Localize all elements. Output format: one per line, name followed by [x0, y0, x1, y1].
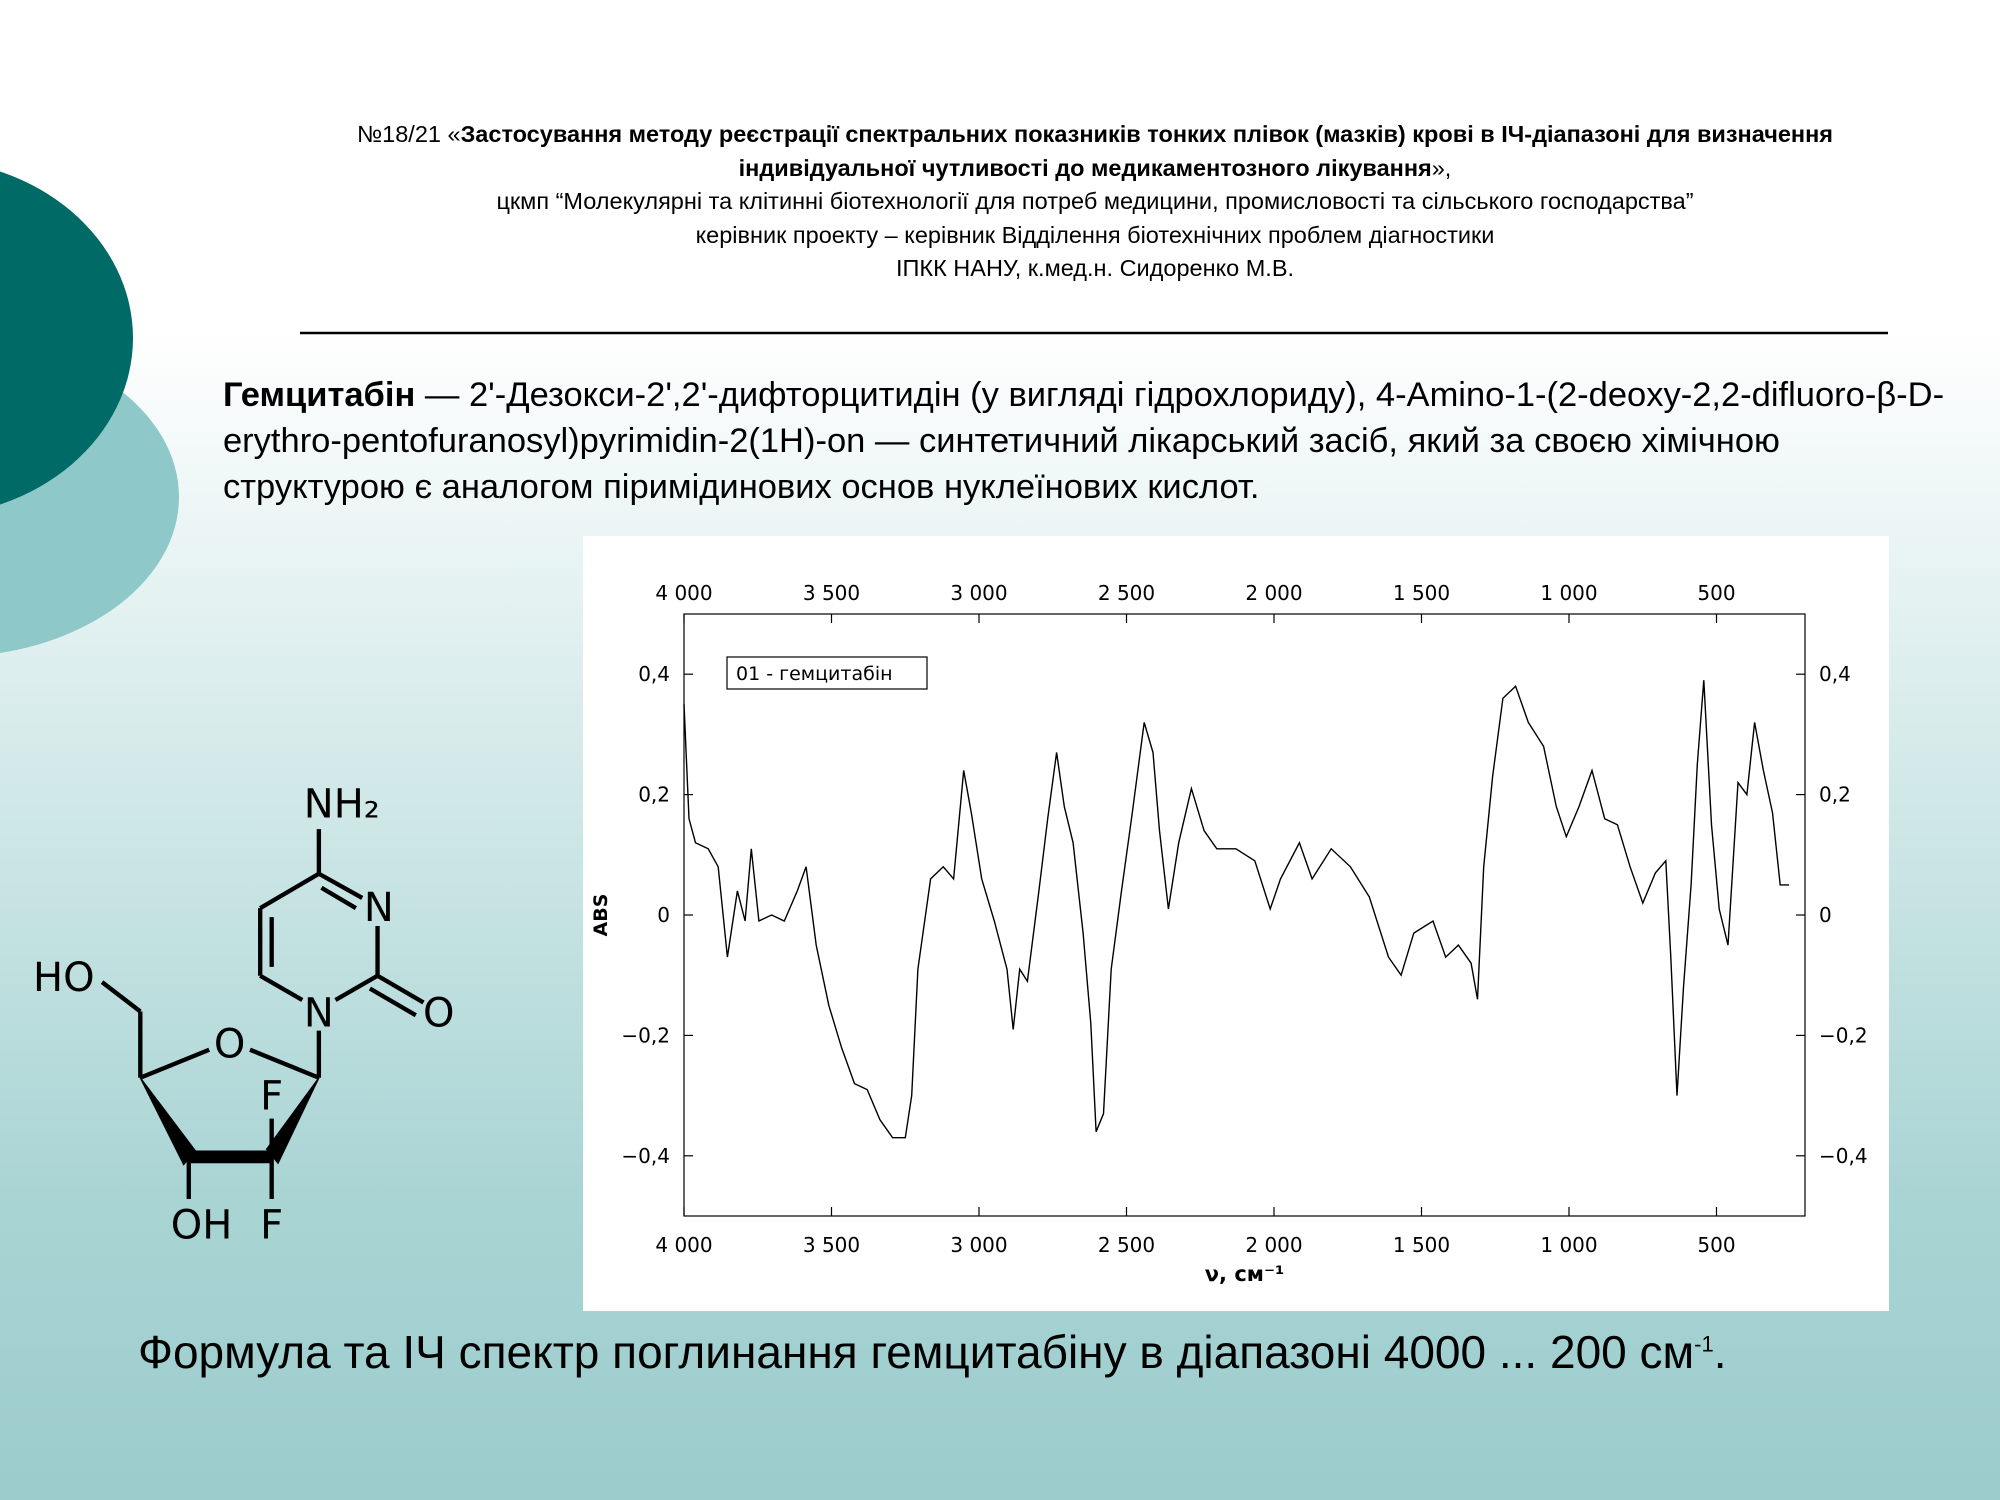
header-line: цкмп “Молекулярні та клітинні біотехноло… — [496, 188, 1694, 214]
caption-text: Формула та ІЧ спектр поглинання гемцитаб… — [138, 1326, 1695, 1378]
atom-label: F — [260, 1202, 283, 1248]
x-axis-label: ν, см⁻¹ — [1205, 1262, 1285, 1286]
header-suffix: », — [1431, 154, 1452, 181]
x-tick-label: 2 000 — [1245, 1233, 1302, 1257]
structure — [100, 829, 425, 1199]
y-tick-label: −0,2 — [1819, 1023, 1868, 1047]
chart: 4 000 4 000 3 500 3 500 3 000 3 000 2 500 2 500… — [590, 581, 1868, 1286]
x-tick-label: 1 000 — [1540, 581, 1597, 605]
description: — 2'-Дезокси-2',2'-дифторцитидін (у вигл… — [223, 376, 1945, 506]
atom-label: HO — [33, 955, 95, 1001]
x-tick-label: 3 000 — [950, 1233, 1007, 1257]
x-tick-label: 1 500 — [1393, 581, 1450, 605]
x-tick-label: 1 500 — [1393, 1233, 1450, 1257]
caption: Формула та ІЧ спектр поглинання гемцитаб… — [138, 1325, 1726, 1379]
y-tick-label: −0,4 — [621, 1144, 670, 1168]
atom-label: N — [304, 991, 334, 1037]
header-line: ІПКК НАНУ, к.мед.н. Сидоренко М.В. — [895, 255, 1295, 281]
y-tick-label: −0,2 — [621, 1023, 670, 1047]
term: Гемцитабін — [223, 376, 416, 414]
header-prefix: №18/21 « — [356, 121, 461, 147]
caption-end: . — [1713, 1326, 1727, 1378]
x-tick-label: 500 — [1697, 1233, 1735, 1257]
chart-panel — [583, 536, 1889, 1311]
y-tick-label: 0,2 — [638, 783, 670, 807]
x-tick-label: 3 500 — [803, 581, 860, 605]
x-tick-label: 2 500 — [1098, 1233, 1155, 1257]
y-tick-label: 0,4 — [638, 662, 670, 686]
legend-label: 01 - гемцитабін — [736, 663, 893, 685]
x-tick-label: 4 000 — [655, 1233, 712, 1257]
atom-label: N — [364, 885, 394, 931]
x-tick-label: 3 500 — [803, 1233, 860, 1257]
x-tick-label: 4 000 — [655, 581, 712, 605]
x-tick-label: 2 000 — [1245, 581, 1302, 605]
atom-label: O — [423, 991, 454, 1037]
y-tick-label: 0,4 — [1819, 662, 1851, 686]
atom-label: NH₂ — [304, 782, 380, 828]
x-tick-label: 3 000 — [950, 581, 1007, 605]
paragraph: Гемцитабін — 2'-Дезокси-2',2'-дифторцити… — [223, 372, 1968, 510]
y-tick-label: 0 — [1819, 903, 1832, 927]
header-line: №18/21 «Застосування методу реєстрації с… — [290, 118, 1900, 185]
decor-ellipse — [0, 171, 133, 505]
x-tick-label: 500 — [1697, 581, 1735, 605]
atom-label: OH — [171, 1202, 233, 1248]
spectrum-line — [683, 680, 1790, 1139]
legend-box — [726, 656, 928, 690]
y-tick-label: 0,2 — [1819, 783, 1851, 807]
header-line: керівник проекту – керівник Відділення б… — [695, 221, 1495, 248]
x-tick-label: 2 500 — [1098, 581, 1155, 605]
y-tick-label: −0,4 — [1819, 1144, 1868, 1168]
header: №18/21 «Застосування методу реєстрації с… — [290, 118, 1900, 286]
header-title: Застосування методу реєстрації спектраль… — [460, 121, 1834, 181]
atom-label: O — [214, 1021, 245, 1067]
caption-sup: -1 — [1694, 1331, 1714, 1357]
x-tick-label: 1 000 — [1540, 1233, 1597, 1257]
atom-label: F — [260, 1074, 283, 1120]
y-tick-label: 0 — [657, 903, 670, 927]
y-axis-label: ABS — [590, 894, 612, 937]
